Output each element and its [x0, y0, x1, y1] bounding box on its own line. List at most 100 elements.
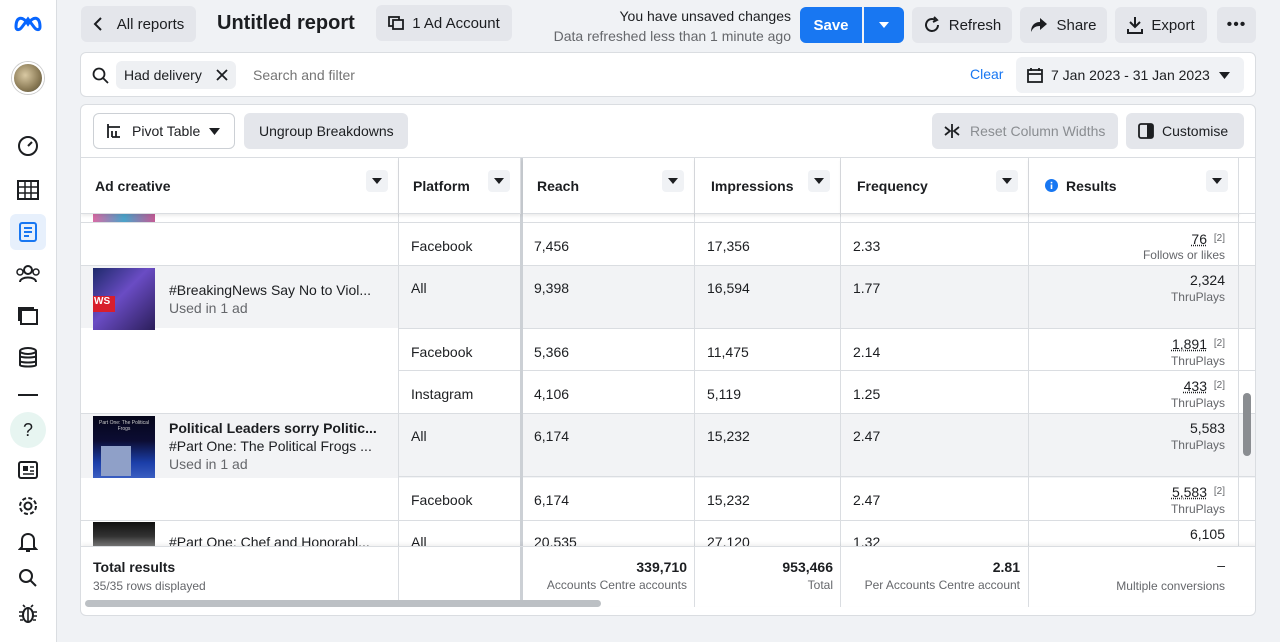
creative-thumbnail: Part One: The Political Frogs	[93, 416, 155, 478]
column-menu-button[interactable]	[1206, 170, 1228, 192]
reach-cell: 7,456	[534, 238, 570, 254]
column-header-platform[interactable]: Platform	[399, 158, 521, 214]
info-icon[interactable]	[1045, 179, 1058, 192]
column-divider	[520, 547, 523, 607]
column-menu-button[interactable]	[662, 170, 684, 192]
vertical-scrollbar[interactable]	[1243, 393, 1251, 456]
horizontal-scrollbar[interactable]	[85, 600, 601, 607]
all-reports-label: All reports	[116, 15, 185, 33]
all-reports-button[interactable]: All reports	[81, 6, 196, 42]
date-range-picker[interactable]: 7 Jan 2023 - 31 Jan 2023	[1016, 57, 1244, 93]
pivot-table-label: Pivot Table	[132, 123, 201, 139]
totals-label: Total results	[93, 559, 176, 575]
row-divider	[399, 328, 1255, 329]
total-reach-sub: Accounts Centre accounts	[546, 578, 687, 592]
export-button[interactable]: Export	[1115, 7, 1207, 43]
refreshed-text: Data refreshed less than 1 minute ago	[553, 28, 791, 44]
table-icon[interactable]	[10, 172, 46, 208]
save-options-button[interactable]	[864, 7, 904, 43]
download-icon	[1127, 17, 1144, 34]
pivot-table-button[interactable]: Pivot Table	[93, 113, 235, 149]
column-header-frequency[interactable]: Frequency	[841, 158, 1029, 214]
result-value[interactable]: 76	[1191, 231, 1207, 247]
caret-down-icon	[668, 178, 678, 184]
result-type: ThruPlays	[1170, 354, 1225, 368]
platform-cell: Facebook	[411, 238, 473, 254]
row-highlight	[399, 414, 1255, 478]
caret-down-icon	[814, 178, 824, 184]
column-menu-button[interactable]	[808, 170, 830, 192]
more-options-button[interactable]: •••	[1217, 7, 1256, 43]
report-table: Facebook 7,456 17,356 2.33 76 [2] Follow…	[81, 157, 1255, 615]
clear-filter-link[interactable]: Clear	[970, 66, 1004, 82]
close-icon[interactable]	[216, 69, 228, 81]
column-header-reach[interactable]: Reach	[523, 158, 695, 214]
refresh-button[interactable]: Refresh	[912, 7, 1012, 43]
caret-down-icon	[1219, 71, 1230, 79]
column-divider	[1238, 158, 1239, 548]
reach-cell: 5,366	[534, 344, 570, 360]
customise-button[interactable]: Customise	[1126, 113, 1244, 149]
creative-usage: Used in 1 ad	[169, 300, 248, 316]
column-menu-button[interactable]	[366, 170, 388, 192]
column-header-label: Reach	[537, 177, 580, 194]
creative-title[interactable]: #BreakingNews Say No to Viol...	[169, 282, 372, 298]
chevron-left-icon	[93, 17, 102, 31]
frequency-cell: 2.33	[853, 238, 881, 254]
column-header-label: Platform	[413, 177, 470, 194]
result-value[interactable]: 433	[1183, 378, 1207, 394]
search-icon[interactable]	[10, 560, 46, 596]
save-button[interactable]: Save	[800, 7, 862, 43]
row-divider	[81, 413, 1255, 414]
audience-icon[interactable]	[10, 256, 46, 292]
column-header-ad-creative[interactable]: Ad creative	[81, 158, 399, 214]
row-divider	[81, 265, 1255, 266]
notifications-icon[interactable]	[10, 524, 46, 560]
column-header-next[interactable]	[1239, 158, 1255, 214]
filter-chip[interactable]: Had delivery	[116, 61, 236, 89]
settings-icon[interactable]	[10, 488, 46, 524]
result-type: ThruPlays	[1170, 502, 1225, 516]
column-divider	[398, 547, 399, 607]
ad-account-icon	[388, 16, 405, 30]
bug-report-icon[interactable]	[10, 596, 46, 632]
meta-logo-icon[interactable]	[10, 4, 46, 40]
reset-column-widths-button[interactable]: Reset Column Widths	[932, 113, 1118, 149]
top-bar: All reports Untitled report 1 Ad Account…	[57, 0, 1280, 50]
column-menu-button[interactable]	[996, 170, 1018, 192]
help-icon[interactable]: ?	[10, 412, 46, 448]
ad-account-button[interactable]: 1 Ad Account	[376, 5, 512, 41]
billing-icon[interactable]	[10, 340, 46, 376]
result-value[interactable]: 5,583	[1171, 484, 1207, 500]
result-value[interactable]: 1,891	[1171, 336, 1207, 352]
news-icon[interactable]	[10, 452, 46, 488]
total-results-sub: Multiple conversions	[1116, 579, 1225, 593]
sidebar-divider	[18, 394, 38, 396]
platform-cell: All	[411, 428, 427, 444]
ungroup-breakdowns-button[interactable]: Ungroup Breakdowns	[244, 113, 408, 149]
totals-row: Total results 35/35 rows displayed 339,7…	[81, 546, 1255, 607]
caret-down-icon	[372, 178, 382, 184]
reports-icon[interactable]	[10, 214, 46, 250]
column-header-results[interactable]: Results	[1029, 158, 1239, 214]
dashboard-icon[interactable]	[10, 128, 46, 164]
catalog-icon[interactable]	[10, 298, 46, 334]
share-icon	[1031, 18, 1048, 32]
impressions-cell: 15,232	[707, 428, 750, 444]
column-header-label: Frequency	[857, 177, 928, 194]
search-filter-input[interactable]	[253, 62, 653, 88]
caret-down-icon	[494, 178, 504, 184]
frequency-cell: 1.77	[853, 280, 881, 296]
caret-down-icon	[209, 127, 220, 135]
avatar[interactable]	[12, 62, 44, 94]
creative-title[interactable]: Political Leaders sorry Politic...	[169, 420, 377, 436]
share-button[interactable]: Share	[1020, 7, 1107, 43]
column-menu-button[interactable]	[488, 170, 510, 192]
column-header-impressions[interactable]: Impressions	[695, 158, 841, 214]
thumbnail-building	[101, 446, 131, 476]
result-type: ThruPlays	[1170, 290, 1225, 304]
unsaved-text: You have unsaved changes	[619, 8, 791, 24]
creative-thumbnail	[93, 522, 155, 546]
platform-cell: Facebook	[411, 344, 473, 360]
creative-subtitle: #Part One: The Political Frogs ...	[169, 438, 372, 454]
